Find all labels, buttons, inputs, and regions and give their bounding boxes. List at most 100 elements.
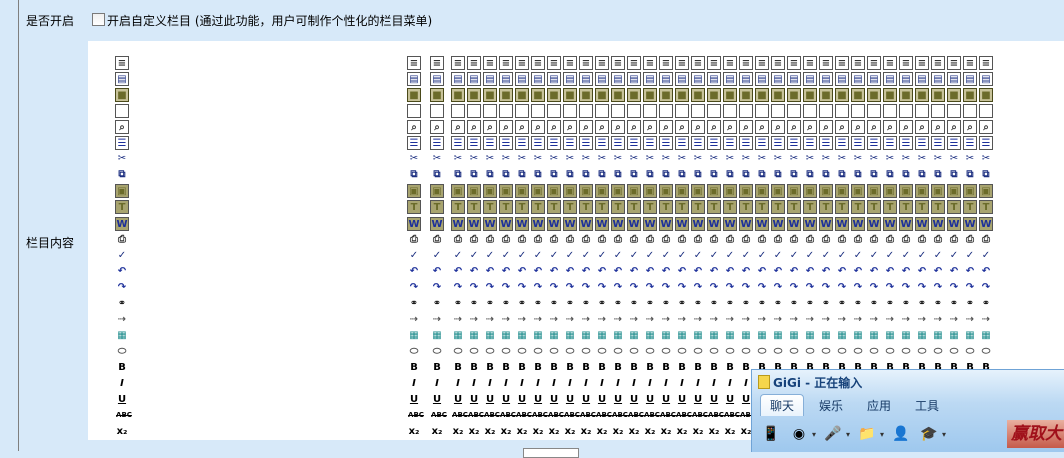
document-icon[interactable]: ☰ (707, 136, 721, 151)
document-icon[interactable]: ☰ (563, 136, 577, 151)
cut-icon[interactable]: ✂ (725, 153, 735, 165)
source-icon[interactable]: ≡ (467, 56, 481, 70)
bold-icon[interactable]: B (838, 361, 846, 373)
find-icon[interactable]: ⚭ (645, 297, 655, 309)
replace-icon[interactable]: ⇢ (869, 313, 879, 325)
paste-word-icon[interactable]: W (499, 216, 513, 231)
document-icon[interactable]: ☰ (691, 136, 705, 151)
strikethrough-icon[interactable]: ABC (532, 411, 548, 420)
undo-icon[interactable]: ↶ (677, 265, 687, 277)
print-icon[interactable]: ⎙ (838, 233, 846, 245)
remove-format-icon[interactable]: ⬭ (549, 345, 559, 357)
bold-icon[interactable]: B (742, 361, 750, 373)
cut-icon[interactable]: ✂ (581, 153, 591, 165)
replace-icon[interactable]: ⇢ (453, 313, 463, 325)
italic-icon[interactable]: I (632, 378, 636, 389)
save-icon[interactable]: ■ (430, 88, 444, 103)
new-page-icon[interactable] (579, 104, 593, 119)
select-all-icon[interactable]: ▦ (741, 329, 751, 341)
italic-icon[interactable]: I (680, 378, 684, 389)
templates-icon[interactable]: ▤ (707, 72, 721, 87)
underline-icon[interactable]: U (432, 394, 442, 406)
source-icon[interactable]: ≡ (515, 56, 529, 70)
copy-icon[interactable]: ⧉ (410, 169, 418, 181)
select-all-icon[interactable]: ▦ (837, 329, 847, 341)
find-icon[interactable]: ⚭ (917, 297, 927, 309)
strikethrough-icon[interactable]: ABC (516, 411, 532, 420)
templates-icon[interactable]: ▤ (835, 72, 849, 87)
templates-icon[interactable]: ▤ (643, 72, 657, 87)
paste-text-icon[interactable]: T (979, 200, 993, 215)
select-all-icon[interactable]: ▦ (917, 329, 927, 341)
underline-icon[interactable]: U (533, 394, 543, 406)
underline-icon[interactable]: U (629, 394, 639, 406)
replace-icon[interactable]: ⇢ (773, 313, 783, 325)
preview-icon[interactable]: ⌕ (803, 120, 817, 135)
paste-icon[interactable]: ▣ (755, 184, 769, 199)
save-icon[interactable]: ■ (755, 88, 769, 103)
italic-icon[interactable]: I (568, 378, 572, 389)
replace-icon[interactable]: ⇢ (885, 313, 895, 325)
redo-icon[interactable]: ↷ (453, 281, 463, 293)
bold-icon[interactable]: B (534, 361, 542, 373)
replace-icon[interactable]: ⇢ (117, 313, 127, 325)
bold-icon[interactable]: B (758, 361, 766, 373)
preview-icon[interactable]: ⌕ (787, 120, 801, 135)
cut-icon[interactable]: ✂ (741, 153, 751, 165)
source-icon[interactable]: ≡ (563, 56, 577, 70)
undo-icon[interactable]: ↶ (837, 265, 847, 277)
templates-icon[interactable]: ▤ (979, 72, 993, 87)
document-icon[interactable]: ☰ (579, 136, 593, 151)
select-all-icon[interactable]: ▦ (629, 329, 639, 341)
replace-icon[interactable]: ⇢ (613, 313, 623, 325)
undo-icon[interactable]: ↶ (432, 265, 442, 277)
replace-icon[interactable]: ⇢ (965, 313, 975, 325)
print-icon[interactable]: ⎙ (662, 233, 670, 245)
replace-icon[interactable]: ⇢ (501, 313, 511, 325)
print-icon[interactable]: ⎙ (774, 233, 782, 245)
templates-icon[interactable]: ▤ (963, 72, 977, 87)
print-icon[interactable]: ⎙ (518, 233, 526, 245)
cut-icon[interactable]: ✂ (485, 153, 495, 165)
subscript-icon[interactable]: x₂ (408, 426, 420, 438)
replace-icon[interactable]: ⇢ (837, 313, 847, 325)
remove-format-icon[interactable]: ⬭ (949, 345, 959, 357)
save-icon[interactable]: ■ (467, 88, 481, 103)
add-contact-icon[interactable]: 👤 (892, 426, 910, 442)
italic-icon[interactable]: I (536, 378, 540, 389)
select-all-icon[interactable]: ▦ (485, 329, 495, 341)
copy-icon[interactable]: ⧉ (470, 169, 478, 181)
remove-format-icon[interactable]: ⬭ (869, 345, 879, 357)
undo-icon[interactable]: ↶ (597, 265, 607, 277)
new-page-icon[interactable] (947, 104, 961, 119)
save-icon[interactable]: ■ (803, 88, 817, 103)
underline-icon[interactable]: U (741, 394, 751, 406)
templates-icon[interactable]: ▤ (611, 72, 625, 87)
templates-icon[interactable]: ▤ (867, 72, 881, 87)
redo-icon[interactable]: ↷ (117, 281, 127, 293)
source-icon[interactable]: ≡ (883, 56, 897, 70)
source-icon[interactable]: ≡ (430, 56, 444, 70)
source-icon[interactable]: ≡ (595, 56, 609, 70)
new-page-icon[interactable] (115, 104, 129, 119)
paste-text-icon[interactable]: T (483, 200, 497, 215)
copy-icon[interactable]: ⧉ (518, 169, 526, 181)
undo-icon[interactable]: ↶ (917, 265, 927, 277)
paste-icon[interactable]: ▣ (627, 184, 641, 199)
new-page-icon[interactable] (515, 104, 529, 119)
preview-icon[interactable]: ⌕ (691, 120, 705, 135)
italic-icon[interactable]: I (472, 378, 476, 389)
new-page-icon[interactable] (563, 104, 577, 119)
undo-icon[interactable]: ↶ (789, 265, 799, 277)
cut-icon[interactable]: ✂ (517, 153, 527, 165)
copy-icon[interactable]: ⧉ (486, 169, 494, 181)
select-all-icon[interactable]: ▦ (677, 329, 687, 341)
spellcheck-icon[interactable]: ✓ (517, 249, 527, 261)
save-icon[interactable]: ■ (915, 88, 929, 103)
paste-word-icon[interactable]: W (691, 216, 705, 231)
find-icon[interactable]: ⚭ (677, 297, 687, 309)
new-page-icon[interactable] (963, 104, 977, 119)
find-icon[interactable]: ⚭ (869, 297, 879, 309)
find-icon[interactable]: ⚭ (565, 297, 575, 309)
remove-format-icon[interactable]: ⬭ (469, 345, 479, 357)
